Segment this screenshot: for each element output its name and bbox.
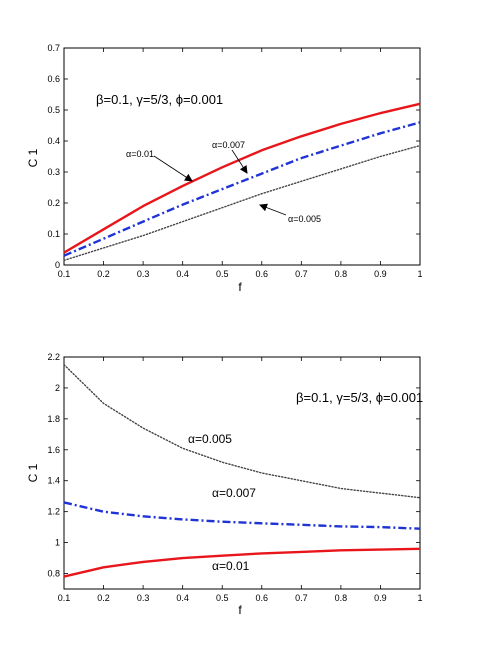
series-line-bottom-2 [63,547,421,578]
y-tick-label: 0.4 [47,136,60,146]
y-tick-label: 1.2 [47,507,60,517]
x-tick-label: 0.3 [137,593,150,603]
y-tick-label: 2 [55,383,60,393]
series-line-top-1 [63,121,421,257]
curve-label-alpha-0005-bottom: α=0.005 [188,432,232,446]
x-tick-label: 0.1 [58,593,71,603]
y-tick-label: 0.6 [47,74,60,84]
svg-text:α=0.005: α=0.005 [288,214,321,224]
x-tick-label: 0.9 [374,269,387,279]
x-tick-label: 0.2 [97,593,110,603]
y-tick-label: 0.2 [47,198,60,208]
curve-label-alpha-001-top: α=0.01 [126,149,193,182]
x-tick-label: 0.8 [335,593,348,603]
svg-text:α=0.007: α=0.007 [212,140,245,150]
x-tick-label: 0.5 [216,269,229,279]
series-lines-top [63,102,421,262]
x-axis-ticks-bottom: 0.1 0.2 0.3 0.4 0.5 0.6 0.7 0.8 0.9 1 [58,357,423,603]
curve-label-alpha-0007-top: α=0.007 [212,140,248,174]
chart-top: 0.1 0.2 0.3 0.4 0.5 0.6 0.7 0.8 0.9 1 00.10.20.30… [26,43,423,294]
x-tick-label: 0.5 [216,593,229,603]
x-axis-ticks-top: 0.1 0.2 0.3 0.4 0.5 0.6 0.7 0.8 0.9 1 [58,48,423,279]
series-line-top-0 [63,102,421,254]
y-tick-label: 0.3 [47,167,60,177]
y-tick-label: 2.2 [47,352,60,362]
y-tick-label: 0.7 [47,43,60,53]
y-tick-label: 1 [55,538,60,548]
y-tick-label: 1.6 [47,445,60,455]
y-axis-ticks-bottom: 0.8 1 1.2 1.4 1.6 1.8 2 2.2 [47,352,420,579]
y-tick-label: 0 [55,260,60,270]
x-tick-label: 1 [417,269,422,279]
label-arrow [153,155,193,182]
y-axis-label-bottom: C 1 [26,463,40,482]
curve-label-alpha-0007-bottom: α=0.007 [212,486,256,500]
x-tick-label: 0.6 [256,269,269,279]
curve-label-alpha-0005-top: α=0.005 [259,203,321,224]
x-axis-label-top: f [238,280,242,294]
x-tick-label: 0.7 [295,269,308,279]
y-tick-label: 0.1 [47,229,60,239]
svg-text:α=0.01: α=0.01 [126,149,154,159]
label-arrow [259,203,287,216]
x-tick-label: 0.4 [176,593,189,603]
y-axis-label-top: C 1 [26,148,40,167]
y-tick-label: 1.4 [47,476,60,486]
x-tick-label: 0.3 [137,269,150,279]
x-tick-label: 0.9 [374,593,387,603]
label-arrow [231,149,248,174]
chart-bottom: 0.1 0.2 0.3 0.4 0.5 0.6 0.7 0.8 0.9 1 0.8 1 1.2 1.4 1… [26,352,423,617]
x-tick-label: 0.1 [58,269,71,279]
x-tick-label: 0.8 [335,269,348,279]
x-axis-label-bottom: f [238,603,242,617]
parameter-annotation-bottom: β=0.1, γ=5/3, ϕ=0.001 [296,390,423,405]
y-axis-ticks-top: 0 0.1 0.2 0.3 0.4 0.5 0.6 0.7 [47,43,420,270]
x-tick-label: 0.2 [97,269,110,279]
y-tick-label: 0.8 [47,569,60,579]
series-line-top-2 [63,144,421,262]
x-tick-label: 0.6 [256,593,269,603]
parameter-annotation-top: β=0.1, γ=5/3, ϕ=0.001 [96,92,223,107]
x-tick-label: 1 [417,593,422,603]
series-line-bottom-1 [63,501,421,530]
y-tick-label: 1.8 [47,414,60,424]
x-tick-label: 0.7 [295,593,308,603]
y-tick-label: 0.5 [47,105,60,115]
plot-area-top [63,47,421,266]
series-line-bottom-0 [63,364,421,499]
series-lines-bottom [63,364,421,578]
x-tick-label: 0.4 [176,269,189,279]
curve-label-alpha-001-bottom: α=0.01 [212,559,250,573]
